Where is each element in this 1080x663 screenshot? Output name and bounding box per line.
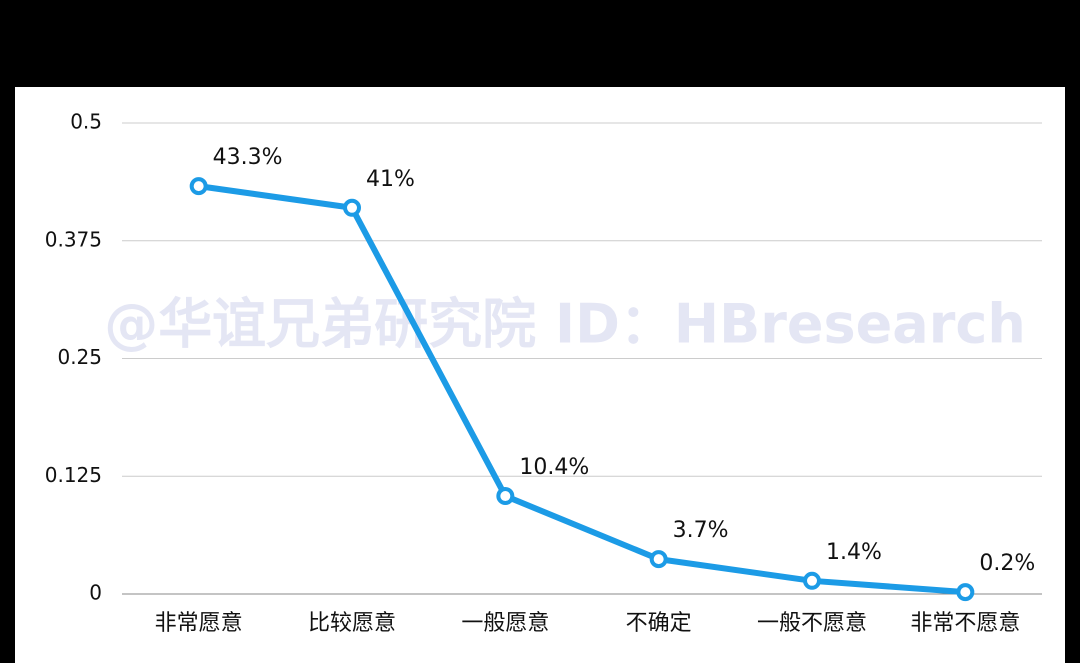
value-label: 1.4%: [826, 540, 882, 565]
y-tick-label: 0.25: [57, 345, 102, 369]
data-point: [956, 583, 975, 602]
data-point: [343, 198, 361, 217]
y-tick-label: 0.5: [70, 110, 102, 134]
x-tick-label: 非常不愿意: [910, 611, 1020, 636]
y-tick-label: 0.125: [45, 463, 102, 487]
y-tick-label: 0: [89, 581, 102, 605]
value-label: 3.7%: [673, 518, 729, 543]
value-label: 43.3%: [213, 145, 283, 170]
y-tick-label: 0.375: [45, 227, 102, 251]
watermark: @华谊兄弟研究院 ID：HBresearch: [104, 293, 1026, 356]
chart-panel: [15, 87, 1065, 663]
x-tick-label: 一般不愿意: [757, 611, 867, 636]
value-label: 10.4%: [519, 455, 589, 480]
x-tick-label: 不确定: [626, 611, 692, 636]
value-label: 41%: [366, 167, 415, 192]
value-label: 0.2%: [979, 551, 1035, 576]
data-point: [803, 571, 821, 590]
data-point: [189, 177, 208, 196]
x-tick-label: 一般愿意: [461, 611, 549, 636]
x-tick-label: 比较愿意: [308, 611, 396, 636]
x-tick-label: 非常愿意: [155, 611, 243, 636]
data-point: [496, 487, 515, 506]
data-line: [198, 183, 966, 596]
data-point: [649, 550, 668, 569]
